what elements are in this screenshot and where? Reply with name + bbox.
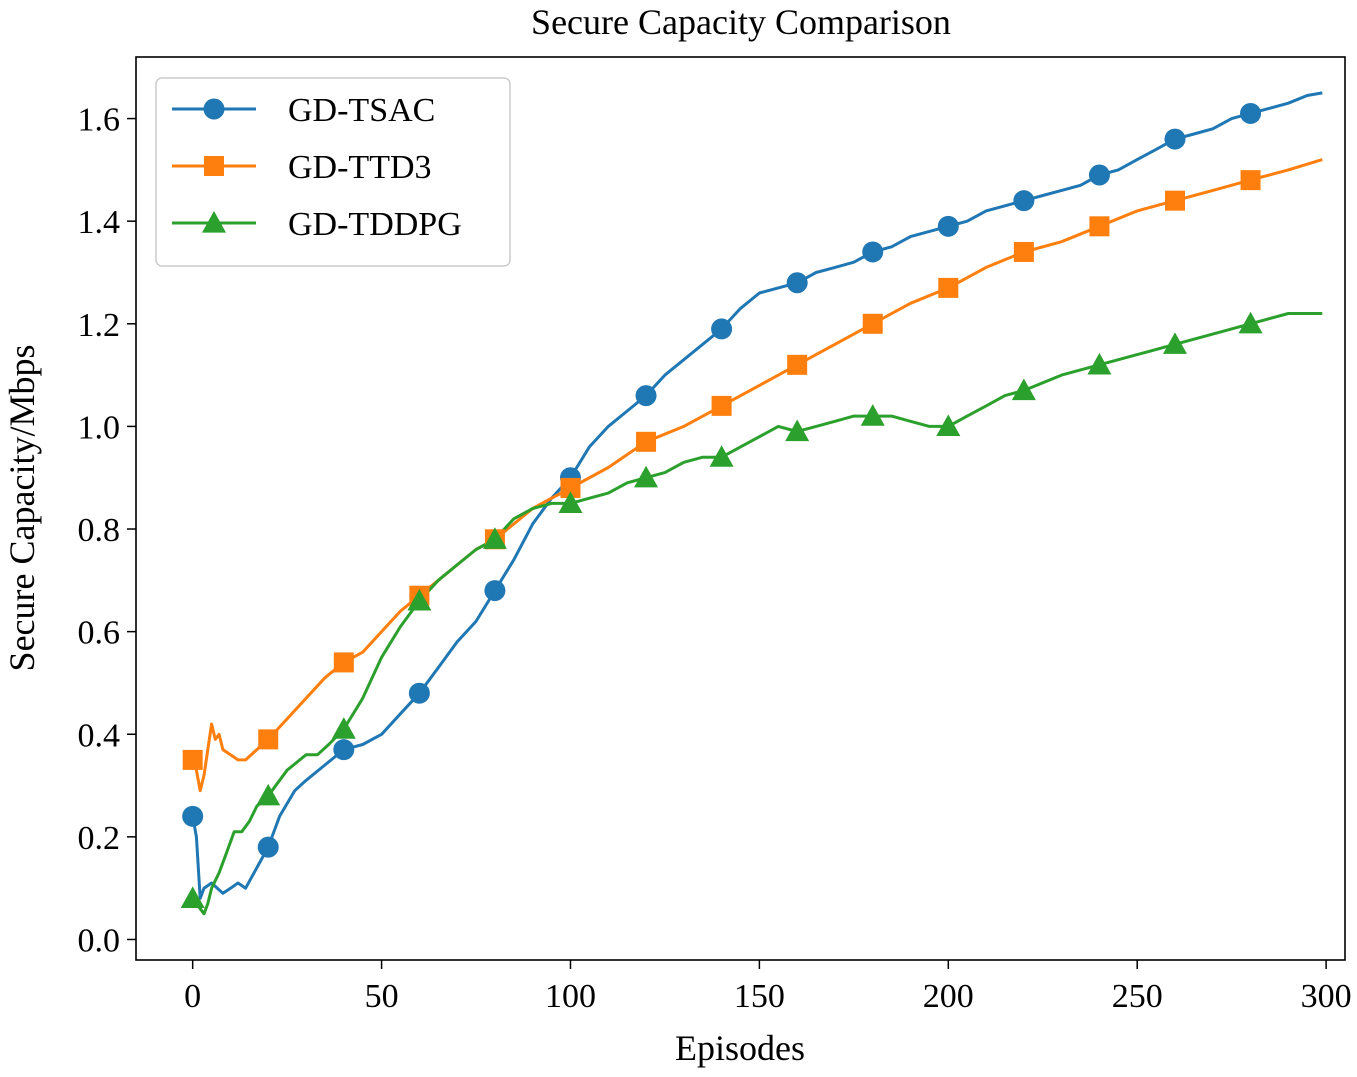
data-point-gd-tddpg (709, 445, 734, 467)
data-point-gd-tsac (786, 272, 808, 294)
data-point-gd-tddpg (180, 886, 205, 909)
legend-label-gd-tsac: GD-TSAC (288, 92, 435, 129)
data-point-gd-tddpg (936, 414, 961, 437)
data-point-gd-ttd3 (1089, 216, 1110, 237)
data-point-gd-tsac (1013, 190, 1035, 212)
legend-marker-gd-ttd3 (204, 156, 224, 176)
y-tick-label: 0.2 (78, 820, 121, 857)
y-tick-label: 0.6 (78, 615, 121, 652)
data-point-gd-tsac (862, 241, 884, 263)
x-tick-label: 50 (365, 978, 399, 1015)
y-tick-label: 0.0 (78, 922, 121, 959)
x-axis-ticks: 0 50 100 150 200 250 300 (184, 960, 1352, 1015)
data-point-gd-ttd3 (938, 277, 959, 298)
data-point-gd-ttd3 (258, 729, 279, 750)
data-point-gd-ttd3 (1240, 170, 1261, 191)
y-tick-label: 1.2 (78, 307, 121, 344)
data-point-gd-tddpg (407, 588, 432, 611)
data-point-gd-ttd3 (636, 431, 657, 452)
y-tick-label: 1.6 (78, 102, 121, 139)
legend-marker-gd-tsac (203, 98, 225, 120)
data-point-gd-tsac (408, 682, 430, 704)
legend-box (155, 77, 511, 267)
data-point-gd-tddpg (558, 491, 583, 513)
data-point-gd-ttd3 (711, 395, 732, 416)
legend-label-gd-tddpg: GD-TDDPG (288, 206, 462, 243)
data-point-gd-tsac (1240, 102, 1262, 124)
legend-marker-gd-tddpg (202, 211, 226, 233)
data-point-gd-tddpg (634, 465, 659, 488)
data-point-gd-tsac (1164, 128, 1186, 150)
legend-label-gd-ttd3: GD-TTD3 (288, 149, 432, 186)
data-point-gd-ttd3 (787, 354, 808, 375)
data-point-gd-tddpg (785, 419, 810, 442)
data-point-gd-ttd3 (182, 749, 203, 770)
y-axis-ticks: 0.0 0.2 0.4 0.6 0.8 1.0 1.2 1.4 1.6 (78, 102, 136, 959)
data-point-gd-tsac (182, 805, 204, 827)
data-point-gd-tddpg (1087, 352, 1112, 375)
data-point-gd-tddpg (482, 527, 507, 549)
data-point-gd-tsac (484, 580, 506, 602)
y-tick-label: 1.4 (78, 204, 121, 241)
data-point-gd-tddpg (1011, 378, 1036, 401)
data-point-gd-ttd3 (862, 313, 883, 334)
x-tick-label: 100 (545, 978, 596, 1015)
y-tick-label: 0.4 (78, 717, 121, 754)
marker-layer (180, 102, 1263, 909)
data-point-gd-tsac (333, 739, 355, 761)
data-point-gd-ttd3 (1013, 241, 1034, 262)
data-point-gd-ttd3 (1164, 190, 1185, 211)
plot-area-frame (135, 56, 1346, 961)
data-point-gd-tddpg (1238, 311, 1263, 334)
series-line-gd-tsac (191, 91, 1323, 900)
series-line-gd-tddpg (191, 312, 1323, 916)
data-point-gd-tddpg (1162, 332, 1187, 354)
x-tick-label: 0 (184, 978, 201, 1015)
x-tick-label: 250 (1112, 978, 1163, 1015)
data-point-gd-tddpg (860, 404, 885, 426)
data-point-gd-tddpg (331, 717, 356, 739)
x-tick-label: 200 (923, 978, 974, 1015)
data-point-gd-tsac (711, 318, 733, 340)
x-tick-label: 300 (1301, 978, 1352, 1015)
data-point-gd-tsac (635, 385, 657, 407)
data-point-gd-ttd3 (560, 477, 581, 498)
chart-title: Secure Capacity Comparison (531, 2, 951, 42)
data-point-gd-tsac (257, 836, 279, 858)
data-point-gd-tsac (937, 215, 959, 237)
y-axis-label: Secure Capacity/Mbps (2, 345, 42, 672)
data-point-gd-tddpg (256, 783, 281, 806)
legend: GD-TSAC GD-TTD3 GD-TDDPG (155, 77, 511, 267)
x-axis-label: Episodes (675, 1028, 805, 1068)
y-tick-label: 0.8 (78, 512, 121, 549)
x-tick-label: 150 (734, 978, 785, 1015)
data-point-gd-ttd3 (333, 652, 354, 673)
y-tick-label: 1.0 (78, 409, 121, 446)
data-point-gd-tsac (1088, 164, 1110, 186)
